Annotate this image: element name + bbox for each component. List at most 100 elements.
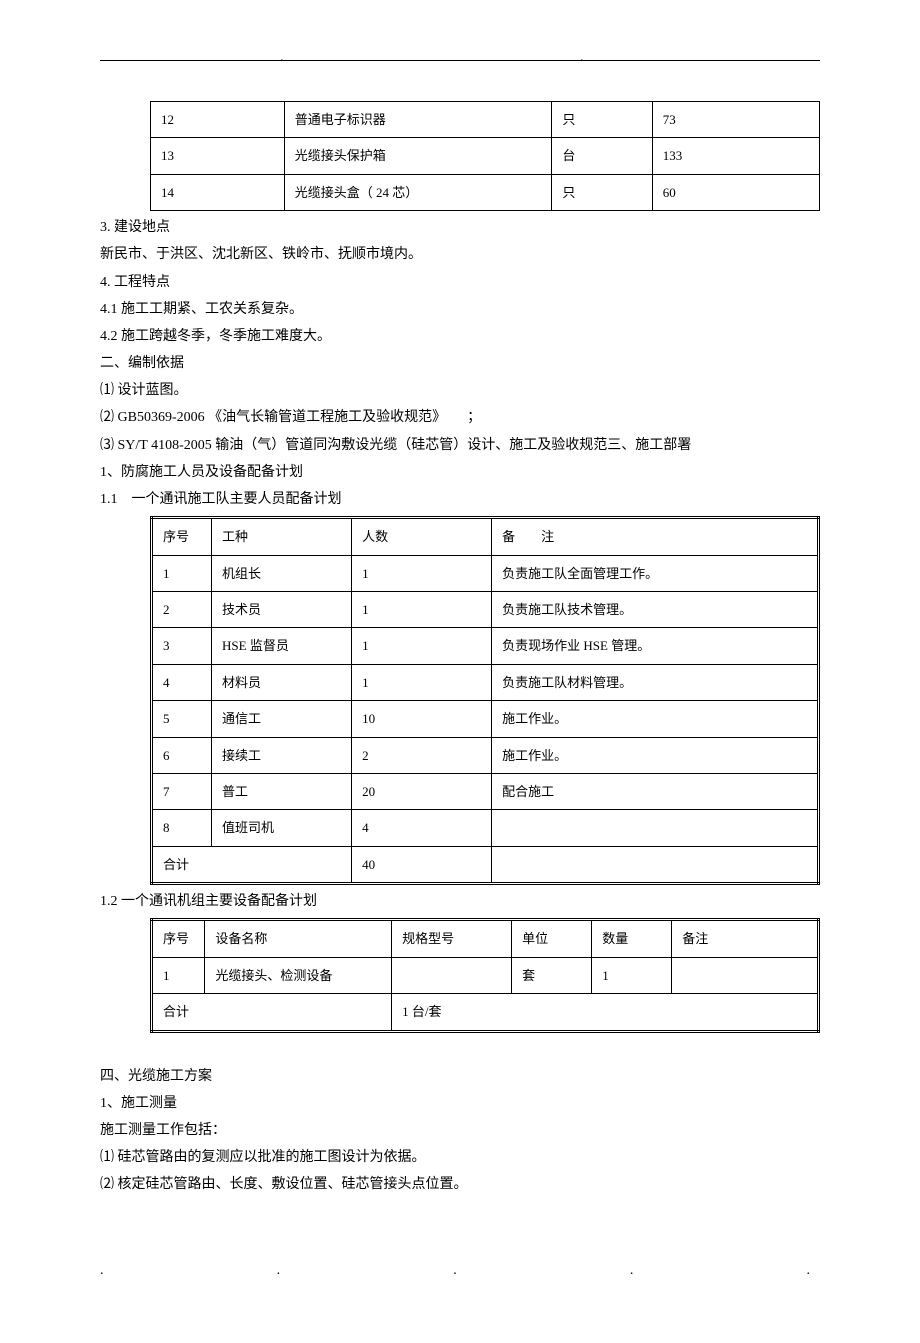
cell: 只	[552, 174, 652, 210]
col-header: 单位	[512, 920, 592, 957]
table-header-row: 序号 工种 人数 备 注	[152, 518, 819, 555]
cell: 1	[352, 555, 492, 591]
cell: 材料员	[212, 664, 352, 700]
body-text: 4.1 施工工期紧、工农关系复杂。	[100, 297, 820, 322]
materials-tbody: 12 普通电子标识器 只 73 13 光缆接头保护箱 台 133 14 光缆接头…	[151, 102, 820, 211]
table-row: 6 接续工 2 施工作业。	[152, 737, 819, 773]
cell: 1	[152, 555, 212, 591]
table-row: 7 普工 20 配合施工	[152, 773, 819, 809]
cell: 负责施工队技术管理。	[492, 592, 819, 628]
col-header: 设备名称	[205, 920, 392, 957]
cell: 1	[352, 664, 492, 700]
footer-dots: . . . . .	[100, 1258, 820, 1283]
cell: 通信工	[212, 701, 352, 737]
col-header: 人数	[352, 518, 492, 555]
col-header: 备 注	[492, 518, 819, 555]
table-row: 14 光缆接头盒（ 24 芯） 只 60	[151, 174, 820, 210]
col-header: 工种	[212, 518, 352, 555]
cell	[392, 957, 512, 993]
cell: 12	[151, 102, 285, 138]
body-text: ⑵ 核定硅芯管路由、长度、敷设位置、硅芯管接头点位置。	[100, 1172, 820, 1197]
cell: 负责施工队全面管理工作。	[492, 555, 819, 591]
cell: 机组长	[212, 555, 352, 591]
table-row: 1 光缆接头、检测设备 套 1	[152, 957, 819, 993]
cell: HSE 监督员	[212, 628, 352, 664]
cell: 4	[152, 664, 212, 700]
footer-value: 1 台/套	[392, 994, 819, 1031]
cell: 技术员	[212, 592, 352, 628]
table-footer-row: 合计 40	[152, 846, 819, 883]
dot: .	[807, 1258, 811, 1283]
dot: .	[630, 1258, 634, 1283]
cell: 10	[352, 701, 492, 737]
dot: .	[277, 1258, 281, 1283]
body-text: ⑶ SY/T 4108-2005 输油（气）管道同沟敷设光缆（硅芯管）设计、施工…	[100, 433, 820, 458]
col-header: 备注	[672, 920, 819, 957]
body-text: 1.2 一个通讯机组主要设备配备计划	[100, 889, 820, 914]
cell: 8	[152, 810, 212, 846]
cell: 6	[152, 737, 212, 773]
table-row: 13 光缆接头保护箱 台 133	[151, 138, 820, 174]
cell: 5	[152, 701, 212, 737]
cell: 1	[352, 628, 492, 664]
cell: 台	[552, 138, 652, 174]
col-header: 数量	[592, 920, 672, 957]
dot: .	[453, 1258, 457, 1283]
cell: 配合施工	[492, 773, 819, 809]
table-row: 3 HSE 监督员 1 负责现场作业 HSE 管理。	[152, 628, 819, 664]
cell: 20	[352, 773, 492, 809]
body-text: ⑴ 设计蓝图。	[100, 378, 820, 403]
cell: 1	[152, 957, 205, 993]
body-text: 4.2 施工跨越冬季，冬季施工难度大。	[100, 324, 820, 349]
cell: 普通电子标识器	[284, 102, 552, 138]
cell: 14	[151, 174, 285, 210]
cell: 2	[152, 592, 212, 628]
cell: 133	[652, 138, 819, 174]
cell: 1	[592, 957, 672, 993]
table-row: 4 材料员 1 负责施工队材料管理。	[152, 664, 819, 700]
body-text: 施工测量工作包括：	[100, 1118, 820, 1143]
cell: 60	[652, 174, 819, 210]
footer-label: 合计	[152, 846, 352, 883]
table-row: 2 技术员 1 负责施工队技术管理。	[152, 592, 819, 628]
table-row: 1 机组长 1 负责施工队全面管理工作。	[152, 555, 819, 591]
cell: 13	[151, 138, 285, 174]
cell: 73	[652, 102, 819, 138]
cell: 普工	[212, 773, 352, 809]
body-text: 1、施工测量	[100, 1091, 820, 1116]
cell: 施工作业。	[492, 737, 819, 773]
table-footer-row: 合计 1 台/套	[152, 994, 819, 1031]
section-heading: 四、光缆施工方案	[100, 1064, 820, 1089]
materials-table-partial: 12 普通电子标识器 只 73 13 光缆接头保护箱 台 133 14 光缆接头…	[150, 101, 820, 211]
cell-empty	[492, 846, 819, 883]
section-heading: 4. 工程特点	[100, 270, 820, 295]
col-header: 序号	[152, 920, 205, 957]
cell: 只	[552, 102, 652, 138]
cell: 3	[152, 628, 212, 664]
section-heading: 3. 建设地点	[100, 215, 820, 240]
col-header: 规格型号	[392, 920, 512, 957]
body-text: 1、防腐施工人员及设备配备计划	[100, 460, 820, 485]
footer-label: 合计	[152, 994, 392, 1031]
cell: 负责施工队材料管理。	[492, 664, 819, 700]
table-header-row: 序号 设备名称 规格型号 单位 数量 备注	[152, 920, 819, 957]
dot: .	[100, 1258, 104, 1283]
cell: 光缆接头保护箱	[284, 138, 552, 174]
table-row: 8 值班司机 4	[152, 810, 819, 846]
body-text: 1.1 一个通讯施工队主要人员配备计划	[100, 487, 820, 512]
body-text: ⑵ GB50369-2006 《油气长输管道工程施工及验收规范》 ；	[100, 405, 820, 430]
cell: 4	[352, 810, 492, 846]
cell	[672, 957, 819, 993]
section-heading: 二、编制依据	[100, 351, 820, 376]
col-header: 序号	[152, 518, 212, 555]
cell: 套	[512, 957, 592, 993]
cell: 光缆接头盒（ 24 芯）	[284, 174, 552, 210]
personnel-table: 序号 工种 人数 备 注 1 机组长 1 负责施工队全面管理工作。 2 技术员 …	[150, 516, 820, 885]
cell: 1	[352, 592, 492, 628]
cell: 施工作业。	[492, 701, 819, 737]
cell: 光缆接头、检测设备	[205, 957, 392, 993]
cell: 7	[152, 773, 212, 809]
table-row: 5 通信工 10 施工作业。	[152, 701, 819, 737]
cell	[492, 810, 819, 846]
cell: 接续工	[212, 737, 352, 773]
